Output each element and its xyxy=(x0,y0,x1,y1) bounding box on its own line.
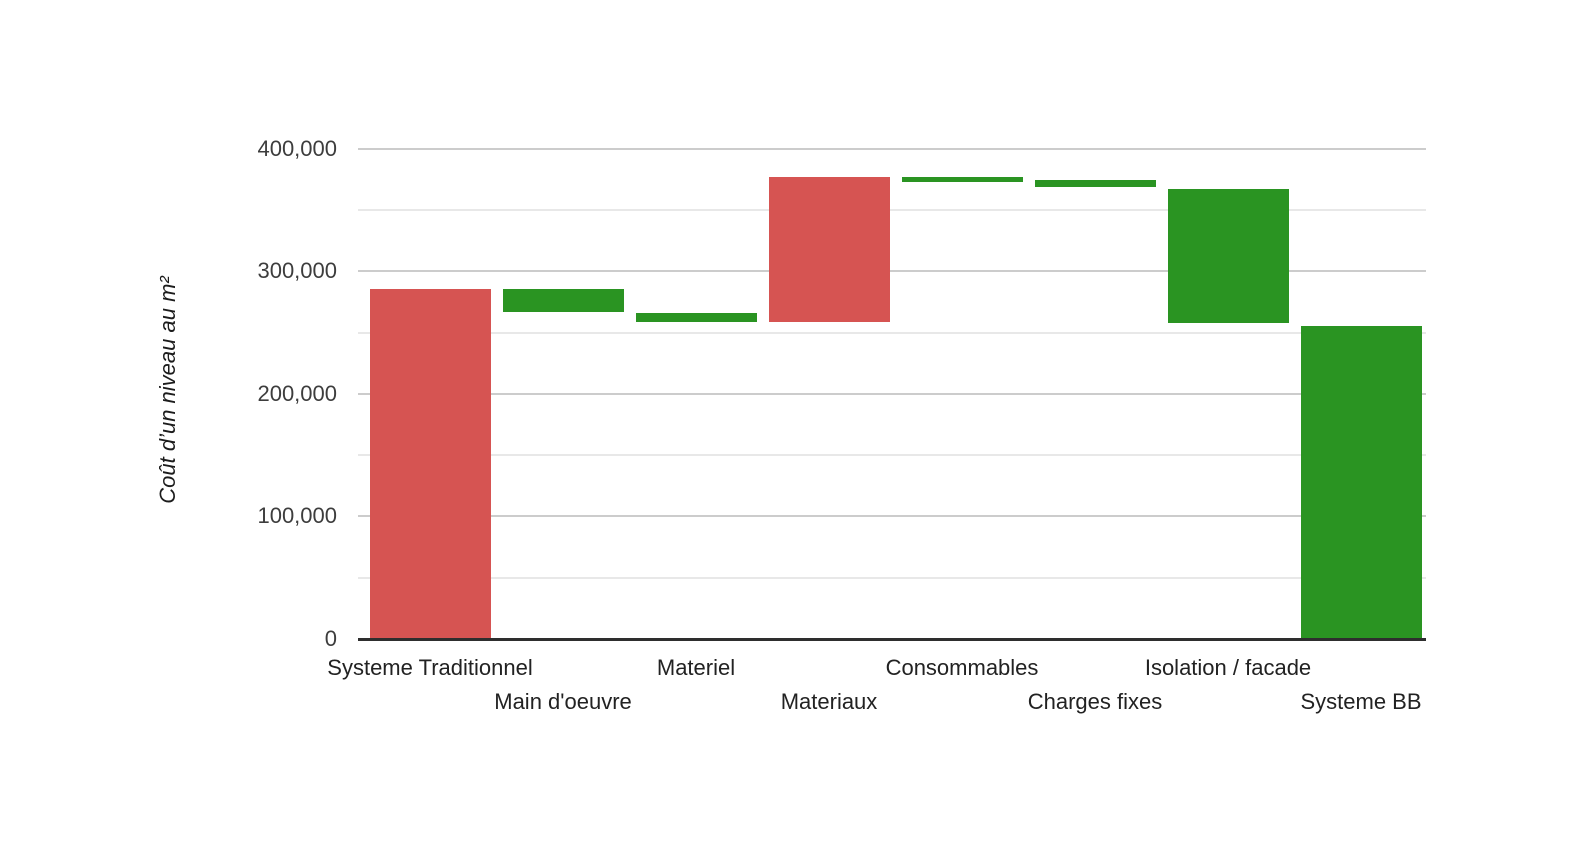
y-tick-label-0: 0 xyxy=(324,626,337,651)
y-tick-label-300000: 300,000 xyxy=(257,258,337,284)
major-gridline-400000 xyxy=(358,147,1426,150)
y-tick-label-400000: 400,000 xyxy=(257,135,337,161)
y-tick-label-100000: 100,000 xyxy=(257,503,337,529)
bar-materiel[interactable] xyxy=(635,313,757,323)
x-label-consommables: Consommables xyxy=(885,655,1039,680)
minor-gridline-250000 xyxy=(358,331,1426,334)
bar-systeme-traditionnel[interactable] xyxy=(369,288,491,639)
bar-charges-fixes[interactable] xyxy=(1034,179,1156,188)
x-label-systeme-traditionnel: Systeme Traditionnel xyxy=(327,655,533,680)
bar-systeme-bb[interactable] xyxy=(1300,325,1422,639)
x-label-systeme-bb: Systeme BB xyxy=(1300,689,1422,714)
y-tick-label-200000: 200,000 xyxy=(257,380,337,406)
major-gridline-100000 xyxy=(358,515,1426,518)
x-label-charges-fixes: Charges fixes xyxy=(1027,689,1163,714)
x-label-main-d-oeuvre: Main d'oeuvre xyxy=(494,689,632,714)
x-label-isolation-facade: Isolation / facade xyxy=(1144,655,1312,680)
minor-gridline-150000 xyxy=(358,454,1426,457)
minor-gridline-50000 xyxy=(358,576,1426,579)
y-axis-title: Coût d’un niveau au m² xyxy=(155,276,180,504)
minor-gridline-350000 xyxy=(358,208,1426,211)
bar-isolation-facade[interactable] xyxy=(1167,189,1289,324)
bar-main-d-oeuvre[interactable] xyxy=(502,288,624,312)
bar-materiaux[interactable] xyxy=(768,177,890,323)
x-label-materiel: Materiel xyxy=(656,655,736,680)
major-gridline-200000 xyxy=(358,392,1426,395)
x-label-materiaux: Materiaux xyxy=(780,689,878,714)
major-gridline-300000 xyxy=(358,270,1426,273)
bar-consommables[interactable] xyxy=(901,177,1023,183)
x-axis-baseline xyxy=(358,637,1426,641)
